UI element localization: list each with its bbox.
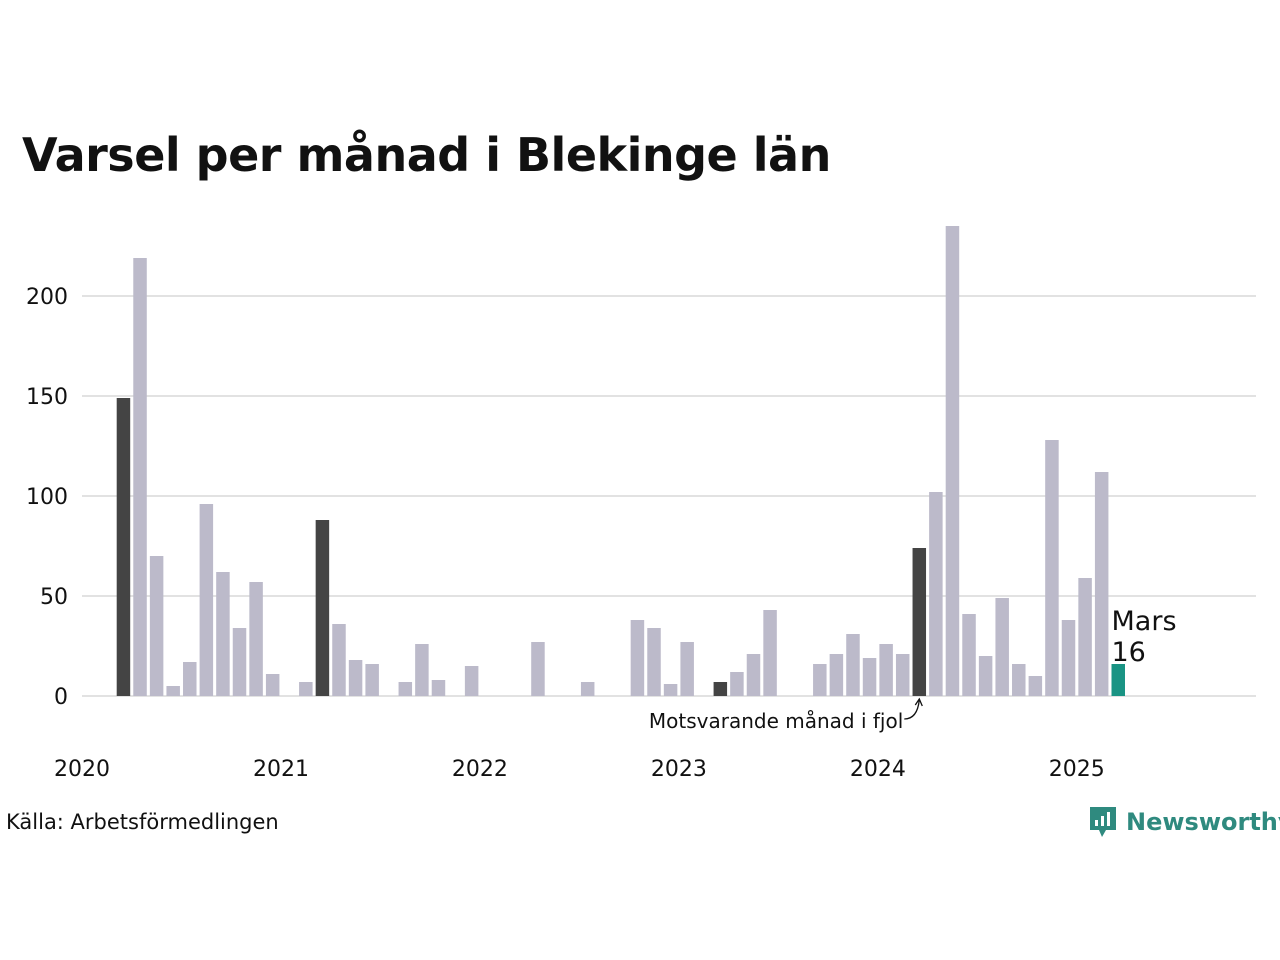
bar-2021-08	[398, 682, 413, 696]
bar-2025-02	[1094, 472, 1109, 696]
bar-2025-03	[1111, 664, 1125, 696]
x-tick-label: 2024	[850, 757, 906, 782]
bar-2022-12	[663, 684, 678, 696]
bar-2023-03	[713, 682, 728, 696]
highlight-value-label: 16	[1112, 637, 1146, 668]
bar-2024-05	[945, 226, 960, 696]
bar-2021-12	[464, 666, 479, 696]
bar-2022-07	[580, 682, 595, 696]
y-axis-tick-labels: 0 50 100 150 200	[26, 285, 68, 710]
bar-2024-12	[1061, 620, 1076, 696]
newsworthy-logo-icon	[1090, 807, 1116, 837]
x-tick-label: 2022	[452, 757, 508, 782]
y-tick-label: 150	[26, 385, 68, 410]
chart-title: Varsel per månad i Blekinge län	[22, 128, 831, 182]
bar-2021-05	[348, 660, 363, 696]
bar-2021-10	[431, 680, 446, 696]
bar-2020-11	[249, 582, 263, 696]
source-note: Källa: Arbetsförmedlingen	[6, 810, 279, 834]
x-axis-tick-labels: 2020 2021 2022 2023 2024 2025	[54, 757, 1105, 782]
bar-2023-09	[813, 664, 827, 696]
bar-2023-05	[746, 654, 761, 696]
bar-2024-07	[978, 656, 993, 696]
bar-2024-01	[879, 644, 893, 696]
annotation-arrow	[904, 699, 920, 720]
bar-2024-06	[962, 614, 976, 696]
bar-2023-01	[680, 642, 694, 696]
bar-2020-12	[265, 674, 280, 696]
bars	[116, 226, 1125, 696]
bar-2020-04	[133, 258, 147, 696]
bar-2025-01	[1078, 578, 1092, 696]
y-tick-label: 100	[26, 485, 68, 510]
bar-2021-04	[332, 624, 346, 696]
bar-2023-06	[763, 610, 777, 696]
bar-2020-06	[166, 686, 180, 696]
bar-2023-10	[829, 654, 844, 696]
bar-2020-07	[183, 662, 197, 696]
bar-2021-09	[415, 644, 429, 696]
brand-name: Newsworthy	[1126, 808, 1280, 836]
bar-2020-10	[232, 628, 247, 696]
bar-2024-08	[995, 598, 1009, 696]
y-tick-label: 0	[54, 685, 68, 710]
bar-2023-12	[862, 658, 877, 696]
bar-2024-11	[1045, 440, 1059, 696]
bar-2023-11	[846, 634, 860, 696]
bar-2022-11	[647, 628, 661, 696]
bar-2020-08	[199, 504, 214, 696]
bar-2022-04	[531, 642, 545, 696]
bar-2020-03	[116, 398, 131, 696]
y-tick-label: 200	[26, 285, 68, 310]
highlight-month-label: Mars	[1112, 606, 1177, 637]
bar-2024-03	[912, 548, 927, 696]
bar-2024-10	[1028, 676, 1043, 696]
bar-2021-02	[299, 682, 313, 696]
x-tick-label: 2021	[253, 757, 309, 782]
x-tick-label: 2020	[54, 757, 110, 782]
bar-2024-09	[1012, 664, 1026, 696]
bar-2024-02	[895, 654, 910, 696]
x-tick-label: 2025	[1049, 757, 1105, 782]
y-tick-label: 50	[40, 585, 68, 610]
bar-2024-04	[929, 492, 943, 696]
bar-2020-09	[216, 572, 230, 696]
same-month-annotation: Motsvarande månad i fjol	[649, 709, 903, 733]
bar-2021-03	[315, 520, 330, 696]
newsworthy-logo: Newsworthy	[1088, 804, 1280, 840]
x-tick-label: 2023	[651, 757, 707, 782]
annotation-arrowhead	[914, 697, 923, 707]
bar-2022-10	[630, 620, 645, 696]
bar-2020-05	[149, 556, 164, 696]
bar-2021-06	[365, 664, 379, 696]
bar-2023-04	[730, 672, 744, 696]
